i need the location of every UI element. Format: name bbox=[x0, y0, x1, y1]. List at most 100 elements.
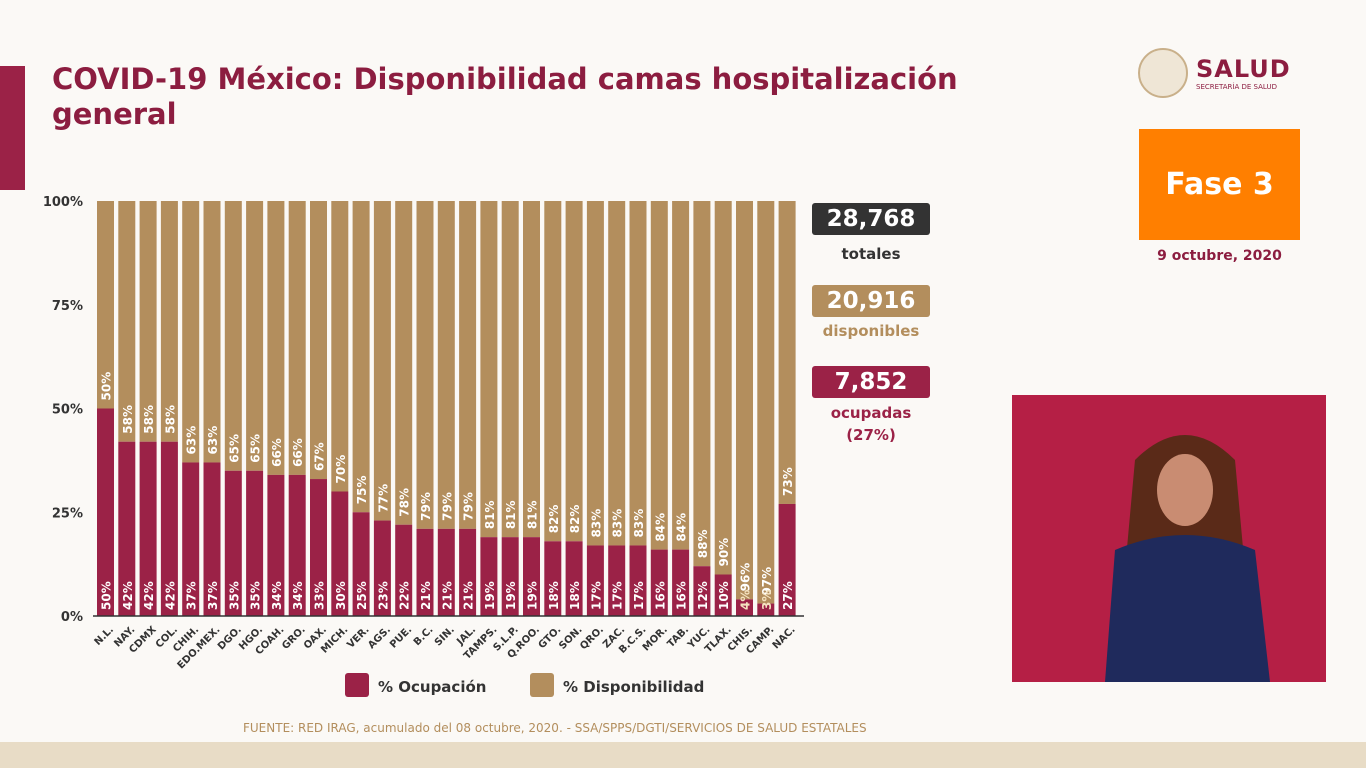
x-tick-label: GRO. bbox=[280, 624, 308, 652]
data-label-disponibilidad: 66% bbox=[270, 438, 284, 467]
bar-disponibilidad bbox=[693, 201, 711, 567]
data-label-ocupacion: 21% bbox=[462, 581, 476, 610]
bar-ocupacion bbox=[182, 462, 200, 616]
data-label-disponibilidad: 84% bbox=[653, 513, 667, 542]
data-label-disponibilidad: 81% bbox=[526, 500, 540, 529]
bar-ocupacion bbox=[501, 537, 519, 616]
data-label-disponibilidad: 63% bbox=[185, 426, 199, 455]
x-tick-label: QRO. bbox=[578, 624, 606, 652]
bar-disponibilidad bbox=[288, 201, 306, 475]
bar-disponibilidad bbox=[608, 201, 626, 546]
legend-swatch-ocupacion bbox=[345, 673, 369, 697]
data-label-disponibilidad: 79% bbox=[440, 492, 454, 521]
data-label-disponibilidad: 82% bbox=[568, 505, 582, 534]
totales-value: 28,768 bbox=[812, 203, 930, 235]
accent-bar bbox=[0, 66, 25, 190]
data-label-disponibilidad: 66% bbox=[291, 438, 305, 467]
data-label-disponibilidad: 96% bbox=[739, 563, 753, 592]
data-label-ocupacion: 25% bbox=[355, 581, 369, 610]
bar-disponibilidad bbox=[778, 201, 796, 504]
x-tick-label: NAC. bbox=[771, 624, 798, 651]
data-label-ocupacion: 18% bbox=[568, 581, 582, 610]
bar-disponibilidad bbox=[246, 201, 264, 471]
bar-disponibilidad bbox=[586, 201, 604, 546]
y-tick-label: 50% bbox=[52, 403, 83, 418]
bar-disponibilidad bbox=[650, 201, 668, 550]
bar-ocupacion bbox=[139, 441, 157, 616]
bar-disponibilidad bbox=[160, 201, 178, 442]
source-note: FUENTE: RED IRAG, acumulado del 08 octub… bbox=[243, 721, 867, 735]
bar-ocupacion bbox=[331, 491, 349, 616]
bar-ocupacion bbox=[416, 528, 434, 616]
bar-disponibilidad bbox=[203, 201, 221, 463]
data-label-ocupacion: 19% bbox=[526, 581, 540, 610]
logo-name: SALUD bbox=[1196, 55, 1291, 83]
data-label-ocupacion: 3% bbox=[760, 590, 774, 610]
data-label-disponibilidad: 83% bbox=[589, 509, 603, 538]
data-label-ocupacion: 42% bbox=[142, 581, 156, 610]
phase-badge: Fase 3 bbox=[1139, 129, 1300, 240]
interpreter-image bbox=[1105, 435, 1270, 682]
y-tick-label: 100% bbox=[43, 195, 83, 210]
bar-disponibilidad bbox=[736, 201, 753, 600]
data-label-disponibilidad: 77% bbox=[376, 484, 390, 513]
data-label-disponibilidad: 50% bbox=[100, 372, 114, 401]
y-tick-label: 25% bbox=[52, 506, 83, 521]
data-label-ocupacion: 17% bbox=[589, 581, 603, 610]
bar-ocupacion bbox=[310, 479, 327, 616]
legend-swatch-disponibilidad bbox=[530, 673, 554, 697]
data-label-disponibilidad: 82% bbox=[547, 505, 561, 534]
ocupadas-pct: (27%) bbox=[846, 426, 896, 444]
bar-disponibilidad bbox=[459, 201, 477, 529]
data-label-disponibilidad: 70% bbox=[334, 455, 348, 484]
data-label-ocupacion: 34% bbox=[270, 581, 284, 610]
data-label-ocupacion: 16% bbox=[653, 581, 667, 610]
disponibles-value: 20,916 bbox=[812, 285, 930, 317]
x-tick-label: N.L. bbox=[93, 624, 117, 648]
bar-ocupacion bbox=[586, 545, 604, 616]
bar-disponibilidad bbox=[118, 201, 136, 442]
bar-ocupacion bbox=[714, 574, 732, 616]
bar-ocupacion bbox=[246, 470, 264, 616]
bar-ocupacion bbox=[352, 512, 370, 616]
data-label-disponibilidad: 65% bbox=[249, 434, 263, 463]
data-label-disponibilidad: 75% bbox=[355, 476, 369, 505]
bar-disponibilidad bbox=[267, 201, 285, 475]
y-tick-label: 0% bbox=[61, 610, 83, 625]
x-tick-label: TAB. bbox=[666, 624, 692, 650]
bar-disponibilidad bbox=[565, 201, 583, 542]
data-label-ocupacion: 10% bbox=[717, 581, 731, 610]
data-label-ocupacion: 22% bbox=[398, 581, 412, 610]
data-label-disponibilidad: 58% bbox=[142, 405, 156, 434]
data-label-disponibilidad: 81% bbox=[504, 500, 518, 529]
bar-ocupacion bbox=[544, 541, 562, 616]
bar-ocupacion bbox=[203, 462, 221, 616]
bar-ocupacion bbox=[118, 441, 136, 616]
x-tick-label: PUE. bbox=[388, 624, 414, 650]
data-label-ocupacion: 34% bbox=[291, 581, 305, 610]
stacked-bar-chart: 0%25%50%75%100%50%50%N.L.58%42%NAY.58%42… bbox=[43, 195, 804, 697]
data-label-ocupacion: 19% bbox=[504, 581, 518, 610]
data-label-disponibilidad: 73% bbox=[781, 467, 795, 496]
data-label-ocupacion: 17% bbox=[611, 581, 625, 610]
bar-disponibilidad bbox=[480, 201, 498, 538]
x-tick-label: SIN. bbox=[433, 624, 457, 648]
data-label-ocupacion: 42% bbox=[163, 581, 177, 610]
legend-label-ocupacion: % Ocupación bbox=[378, 678, 486, 696]
bar-disponibilidad bbox=[523, 201, 540, 538]
totales-label: totales bbox=[841, 245, 901, 263]
bar-disponibilidad bbox=[672, 201, 690, 550]
bar-disponibilidad bbox=[714, 201, 732, 575]
bar-disponibilidad bbox=[182, 201, 200, 463]
data-label-ocupacion: 21% bbox=[419, 581, 433, 610]
bar-disponibilidad bbox=[501, 201, 519, 538]
bar-disponibilidad bbox=[395, 201, 413, 525]
bar-ocupacion bbox=[480, 537, 498, 616]
date: 9 octubre, 2020 bbox=[1157, 248, 1282, 264]
bar-ocupacion bbox=[288, 474, 306, 616]
data-label-ocupacion: 35% bbox=[249, 581, 263, 610]
seal-icon bbox=[1138, 48, 1188, 98]
bar-disponibilidad bbox=[331, 201, 349, 492]
data-label-disponibilidad: 83% bbox=[611, 509, 625, 538]
bar-disponibilidad bbox=[310, 201, 327, 480]
